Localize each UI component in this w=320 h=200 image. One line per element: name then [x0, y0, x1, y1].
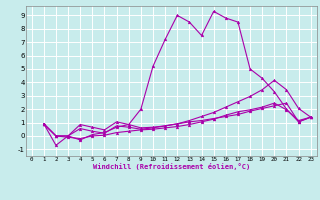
X-axis label: Windchill (Refroidissement éolien,°C): Windchill (Refroidissement éolien,°C): [92, 163, 250, 170]
